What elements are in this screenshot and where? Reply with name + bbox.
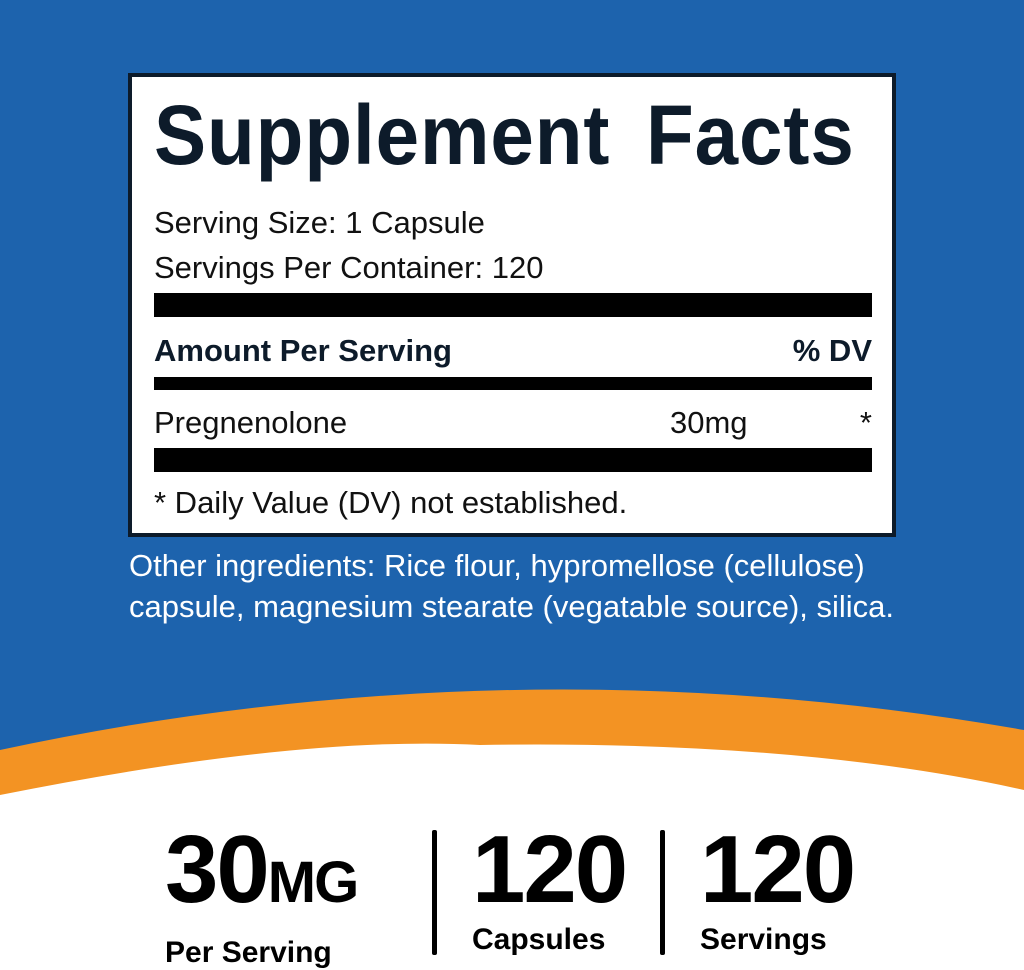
medium-divider bbox=[154, 377, 872, 390]
dv-header: % DV bbox=[792, 333, 872, 368]
stat-value: 30 bbox=[165, 816, 270, 923]
stat-per-serving: 30MG Per Serving bbox=[165, 822, 359, 970]
ingredient-name: Pregnenolone bbox=[154, 405, 348, 440]
ingredient-dv: * bbox=[859, 405, 872, 440]
thick-divider bbox=[154, 448, 872, 472]
stat-unit: MG bbox=[267, 850, 359, 915]
thick-divider bbox=[154, 293, 872, 317]
stat-label: Servings bbox=[700, 923, 827, 956]
stat-value: 120 bbox=[700, 816, 856, 923]
stat-separator bbox=[660, 830, 665, 955]
white-area bbox=[0, 743, 1024, 961]
serving-size: Serving Size: 1 Capsule bbox=[154, 205, 485, 240]
stat-label: Per Serving bbox=[165, 936, 332, 969]
ingredient-amount: 30mg bbox=[670, 405, 748, 440]
stat-capsules: 120 Capsules bbox=[472, 816, 628, 957]
stat-servings: 120 Servings bbox=[700, 816, 856, 957]
stat-label: Capsules bbox=[472, 923, 606, 956]
amount-header-row: Amount Per Serving % DV bbox=[154, 333, 872, 369]
servings-per-container: Servings Per Container: 120 bbox=[154, 250, 544, 285]
amount-per-serving-header: Amount Per Serving bbox=[154, 333, 452, 368]
other-ingredients: Other ingredients: Rice flour, hypromell… bbox=[129, 548, 895, 624]
footnote: * Daily Value (DV) not established. bbox=[154, 485, 628, 520]
stat-separator bbox=[432, 830, 437, 955]
supplement-facts-panel: Supplement Facts Serving Size: 1 Capsule… bbox=[128, 73, 896, 537]
ingredient-row: Pregnenolone 30mg * bbox=[154, 405, 872, 441]
stat-value: 120 bbox=[472, 816, 628, 923]
panel-title: Supplement Facts bbox=[154, 88, 855, 182]
